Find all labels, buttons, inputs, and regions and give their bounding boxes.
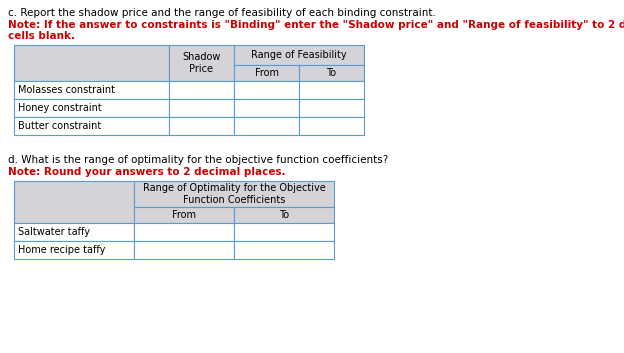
Bar [234, 207, 334, 223]
Text: d. What is the range of optimality for the objective function coefficients?: d. What is the range of optimality for t… [8, 155, 388, 165]
Bar [14, 45, 169, 81]
Text: Note: If the answer to constraints is "Binding" enter the "Shadow price" and "Ra: Note: If the answer to constraints is "B… [8, 20, 624, 30]
Bar [134, 181, 334, 207]
Text: Range of Optimality for the Objective
Function Coefficients: Range of Optimality for the Objective Fu… [143, 183, 325, 205]
Bar [169, 117, 234, 135]
Text: To: To [326, 68, 336, 78]
Text: From: From [255, 68, 278, 78]
Bar [299, 81, 364, 99]
Text: Saltwater taffy: Saltwater taffy [18, 227, 90, 237]
Bar [234, 81, 299, 99]
Text: cells blank.: cells blank. [8, 31, 75, 41]
Text: Range of Feasibility: Range of Feasibility [251, 50, 347, 60]
Bar [234, 241, 334, 259]
Bar [14, 117, 169, 135]
Text: c. Report the shadow price and the range of feasibility of each binding constrai: c. Report the shadow price and the range… [8, 8, 436, 18]
Bar [234, 223, 334, 241]
Bar [234, 45, 364, 65]
Bar [299, 99, 364, 117]
Bar [169, 99, 234, 117]
Text: Molasses constraint: Molasses constraint [18, 85, 115, 95]
Text: Butter constraint: Butter constraint [18, 121, 101, 131]
Bar [14, 99, 169, 117]
Bar [234, 65, 299, 81]
Text: Home recipe taffy: Home recipe taffy [18, 245, 105, 255]
Text: From: From [172, 210, 196, 220]
Bar [299, 65, 364, 81]
Bar [169, 45, 234, 81]
Bar [134, 241, 234, 259]
Bar [14, 223, 134, 241]
Bar [134, 223, 234, 241]
Text: Shadow
Price: Shadow Price [182, 52, 221, 74]
Text: To: To [279, 210, 289, 220]
Bar [299, 117, 364, 135]
Bar [234, 99, 299, 117]
Bar [169, 81, 234, 99]
Bar [14, 81, 169, 99]
Text: Note: Round your answers to 2 decimal places.: Note: Round your answers to 2 decimal pl… [8, 167, 286, 177]
Bar [234, 117, 299, 135]
Bar [14, 241, 134, 259]
Bar [134, 207, 234, 223]
Bar [14, 181, 134, 223]
Text: Honey constraint: Honey constraint [18, 103, 102, 113]
